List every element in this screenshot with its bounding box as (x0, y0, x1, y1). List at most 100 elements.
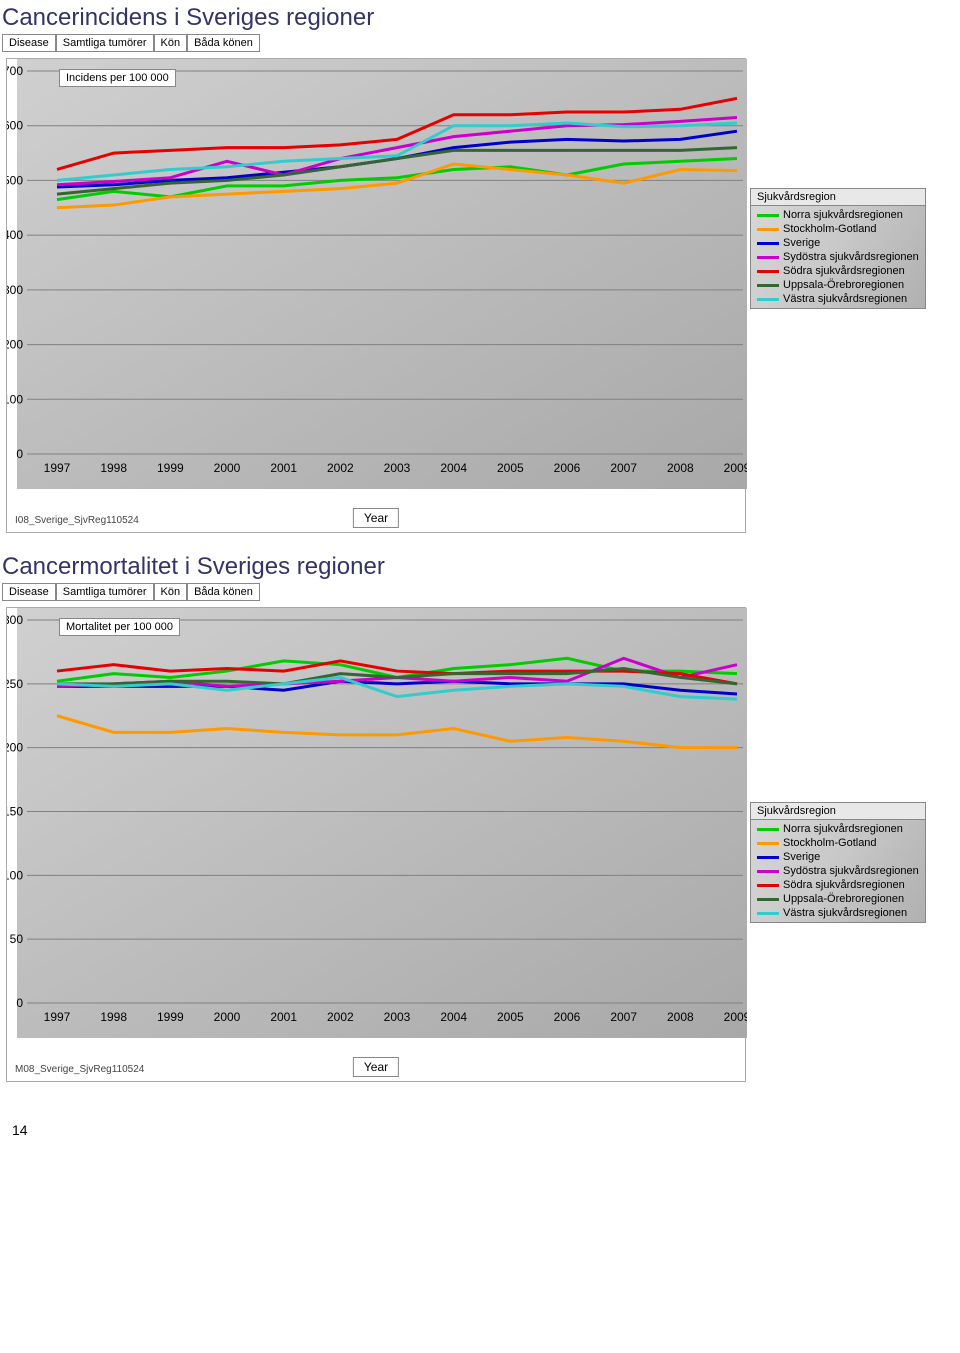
svg-text:2001: 2001 (270, 1010, 297, 1024)
chart1-title: Cancerincidens i Sveriges regioner (2, 4, 960, 32)
svg-text:2003: 2003 (384, 1010, 411, 1024)
filter-sex-label: Kön (154, 583, 188, 601)
legend-label: Norra sjukvårdsregionen (783, 823, 903, 835)
filter-sex-value: Båda könen (187, 583, 260, 601)
legend-label: Västra sjukvårdsregionen (783, 907, 907, 919)
svg-text:1999: 1999 (157, 1010, 184, 1024)
legend-swatch (757, 228, 779, 231)
chart2-title: Cancermortalitet i Sveriges regioner (2, 553, 960, 581)
legend-item: Västra sjukvårdsregionen (757, 906, 919, 920)
svg-text:2005: 2005 (497, 1010, 524, 1024)
legend-item: Stockholm-Gotland (757, 222, 919, 236)
svg-text:2008: 2008 (667, 461, 694, 475)
svg-text:200: 200 (7, 338, 23, 352)
svg-text:0: 0 (16, 447, 23, 461)
chart1-footer-id: I08_Sverige_SjvReg110524 (15, 515, 139, 526)
legend-swatch (757, 270, 779, 273)
filter-disease-label: Disease (2, 583, 56, 601)
legend-swatch (757, 842, 779, 845)
legend-item: Sverige (757, 236, 919, 250)
legend-swatch (757, 214, 779, 217)
svg-text:2004: 2004 (440, 461, 467, 475)
legend-label: Uppsala-Örebroregionen (783, 893, 904, 905)
svg-text:2004: 2004 (440, 1010, 467, 1024)
legend-label: Uppsala-Örebroregionen (783, 279, 904, 291)
chart2-footer-id: M08_Sverige_SjvReg110524 (15, 1064, 144, 1075)
filter-sex-value: Båda könen (187, 34, 260, 52)
legend-item: Södra sjukvårdsregionen (757, 264, 919, 278)
chart2-legend: Sjukvårdsregion Norra sjukvårdsregionen S… (750, 802, 926, 923)
legend-label: Södra sjukvårdsregionen (783, 879, 905, 891)
svg-text:2000: 2000 (214, 461, 241, 475)
chart1-filters: Disease Samtliga tumörer Kön Båda könen (2, 34, 960, 52)
chart1-x-title: Year (353, 508, 399, 528)
legend-item: Sverige (757, 850, 919, 864)
svg-text:2001: 2001 (270, 461, 297, 475)
legend-swatch (757, 856, 779, 859)
legend-item: Stockholm-Gotland (757, 836, 919, 850)
svg-text:400: 400 (7, 228, 23, 242)
svg-text:1997: 1997 (44, 461, 71, 475)
legend-swatch (757, 898, 779, 901)
legend-label: Sverige (783, 851, 820, 863)
legend-item: Södra sjukvårdsregionen (757, 878, 919, 892)
filter-disease-value: Samtliga tumörer (56, 583, 154, 601)
legend-title: Sjukvårdsregion (751, 803, 925, 820)
mortality-chart-block: Cancermortalitet i Sveriges regioner Dis… (0, 553, 960, 1082)
svg-text:50: 50 (10, 932, 24, 946)
svg-text:2000: 2000 (214, 1010, 241, 1024)
svg-text:100: 100 (7, 392, 23, 406)
svg-text:2008: 2008 (667, 1010, 694, 1024)
svg-text:1998: 1998 (100, 461, 127, 475)
chart2-plot: 0501001502002503001997199819992000200120… (6, 607, 746, 1082)
svg-text:2003: 2003 (384, 461, 411, 475)
legend-label: Norra sjukvårdsregionen (783, 209, 903, 221)
legend-swatch (757, 884, 779, 887)
svg-text:2006: 2006 (554, 1010, 581, 1024)
svg-text:600: 600 (7, 119, 23, 133)
chart2-x-title: Year (353, 1057, 399, 1077)
svg-text:300: 300 (7, 613, 23, 627)
svg-text:150: 150 (7, 805, 23, 819)
legend-item: Norra sjukvårdsregionen (757, 208, 919, 222)
legend-label: Stockholm-Gotland (783, 223, 877, 235)
chart1-y-title: Incidens per 100 000 (59, 69, 176, 87)
filter-sex-label: Kön (154, 34, 188, 52)
legend-swatch (757, 298, 779, 301)
legend-label: Sydöstra sjukvårdsregionen (783, 251, 919, 263)
legend-item: Norra sjukvårdsregionen (757, 822, 919, 836)
legend-title: Sjukvårdsregion (751, 189, 925, 206)
legend-item: Sydöstra sjukvårdsregionen (757, 864, 919, 878)
svg-text:250: 250 (7, 677, 23, 691)
chart1-plot: 0100200300400500600700199719981999200020… (6, 58, 746, 533)
svg-text:500: 500 (7, 173, 23, 187)
svg-text:700: 700 (7, 64, 23, 78)
svg-text:2009: 2009 (724, 1010, 747, 1024)
svg-text:2007: 2007 (610, 1010, 637, 1024)
legend-swatch (757, 242, 779, 245)
svg-text:0: 0 (16, 996, 23, 1010)
legend-label: Stockholm-Gotland (783, 837, 877, 849)
legend-label: Södra sjukvårdsregionen (783, 265, 905, 277)
svg-text:2005: 2005 (497, 461, 524, 475)
legend-swatch (757, 912, 779, 915)
legend-item: Västra sjukvårdsregionen (757, 292, 919, 306)
legend-label: Sverige (783, 237, 820, 249)
svg-text:1997: 1997 (44, 1010, 71, 1024)
chart2-filters: Disease Samtliga tumörer Kön Båda könen (2, 583, 960, 601)
svg-text:2007: 2007 (610, 461, 637, 475)
legend-swatch (757, 828, 779, 831)
svg-text:300: 300 (7, 283, 23, 297)
legend-item: Sydöstra sjukvårdsregionen (757, 250, 919, 264)
legend-label: Sydöstra sjukvårdsregionen (783, 865, 919, 877)
legend-swatch (757, 284, 779, 287)
filter-disease-value: Samtliga tumörer (56, 34, 154, 52)
page-number: 14 (12, 1122, 960, 1138)
legend-swatch (757, 870, 779, 873)
legend-label: Västra sjukvårdsregionen (783, 293, 907, 305)
chart1-legend: Sjukvårdsregion Norra sjukvårdsregionen S… (750, 188, 926, 309)
legend-item: Uppsala-Örebroregionen (757, 892, 919, 906)
svg-text:100: 100 (7, 868, 23, 882)
svg-text:200: 200 (7, 741, 23, 755)
filter-disease-label: Disease (2, 34, 56, 52)
